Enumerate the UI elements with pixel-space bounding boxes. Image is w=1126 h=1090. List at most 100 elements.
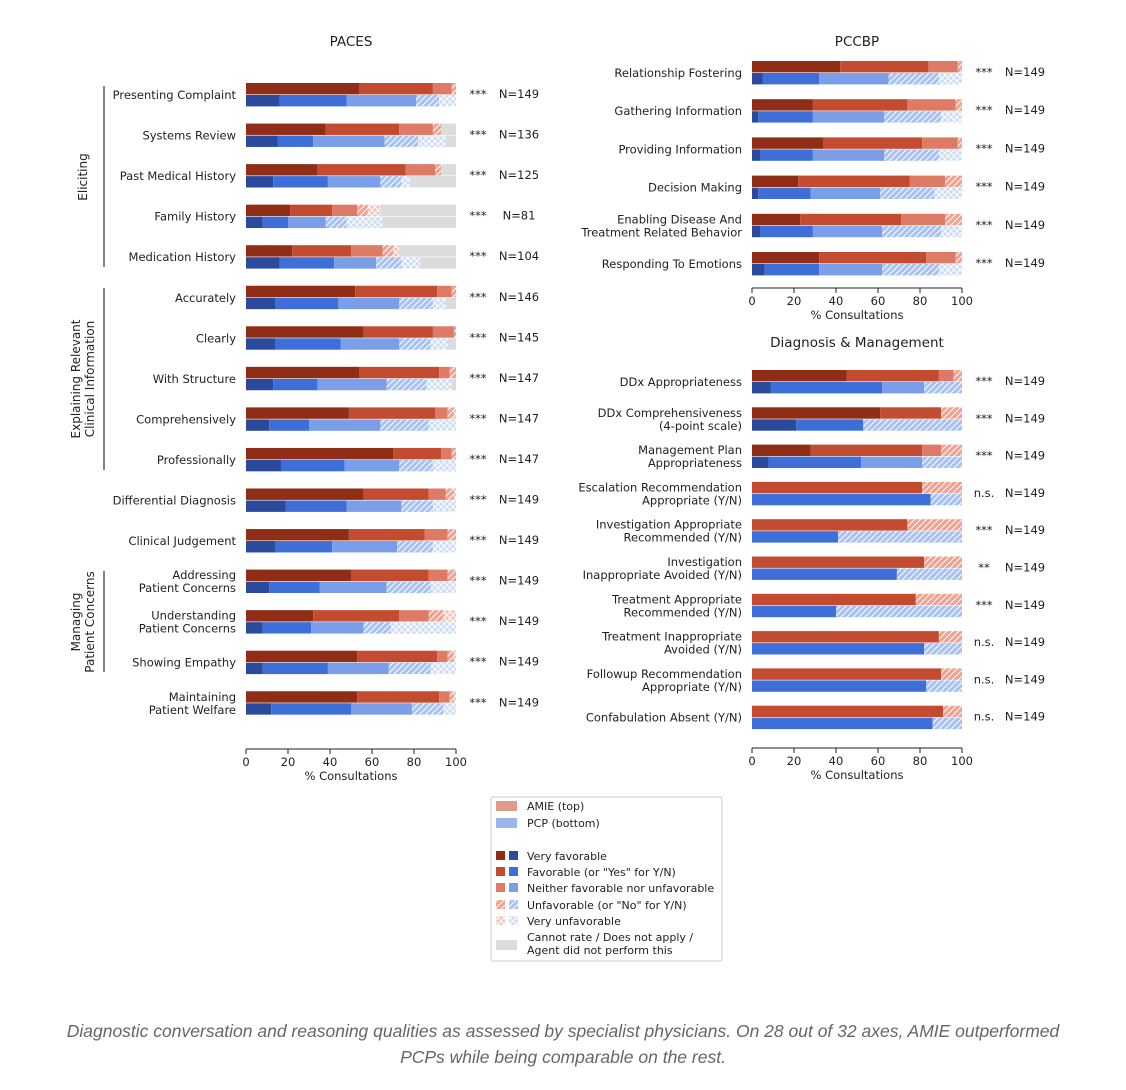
paces-n-2: N=125 bbox=[499, 168, 539, 182]
dm-sig-5: ** bbox=[978, 561, 990, 575]
paces-sig-5: *** bbox=[469, 290, 487, 304]
paces-bar-pcp-1-1 bbox=[277, 135, 314, 147]
dm-tick-label-2: 40 bbox=[829, 754, 844, 768]
dm-row-label-2-0: Management Plan bbox=[638, 443, 742, 457]
paces-bar-amie-14-3 bbox=[447, 650, 454, 663]
dm-row-label-5-0: Investigation bbox=[667, 555, 742, 569]
pccbp-n-5: N=149 bbox=[1005, 256, 1045, 270]
pccbp-bar-amie-0-1 bbox=[840, 61, 929, 73]
paces-n-9: N=147 bbox=[499, 452, 539, 466]
dm-bar-amie-3-1 bbox=[752, 481, 923, 494]
paces-bar-pcp-3-4 bbox=[346, 216, 383, 229]
dm-n-5: N=149 bbox=[1005, 561, 1045, 575]
dm-tick-label-3: 60 bbox=[871, 754, 886, 768]
pccbp-title: PCCBP bbox=[835, 34, 879, 50]
dm-bar-amie-7-1 bbox=[752, 631, 939, 643]
pccbp-tick-label-3: 60 bbox=[871, 294, 886, 308]
pccbp-n-0: N=149 bbox=[1005, 65, 1045, 79]
legend-very-unfav-pcp bbox=[509, 916, 518, 925]
paces-bar-amie-3-0 bbox=[246, 204, 291, 217]
pccbp-sig-0: *** bbox=[975, 65, 993, 79]
paces-plot: Presenting Complaint *** N=149 Systems Revi… bbox=[113, 83, 539, 783]
paces-bar-amie-0-2 bbox=[432, 83, 452, 95]
paces-bar-amie-7-2 bbox=[439, 366, 450, 379]
dm-bar-pcp-6-3 bbox=[836, 605, 962, 618]
dm-bar-pcp-1-3 bbox=[863, 419, 962, 431]
dm-n-3: N=149 bbox=[1005, 486, 1045, 500]
paces-bar-pcp-5-5 bbox=[445, 297, 456, 310]
pccbp-bar-pcp-1-0 bbox=[752, 111, 759, 123]
pccbp-bar-amie-5-3 bbox=[955, 252, 962, 264]
paces-bar-amie-14-4 bbox=[453, 650, 456, 663]
paces-bar-amie-5-0 bbox=[246, 285, 356, 298]
dm-bar-amie-0-1 bbox=[846, 370, 939, 382]
paces-bar-pcp-7-0 bbox=[246, 378, 274, 391]
dm-bar-amie-0-3 bbox=[953, 370, 962, 382]
paces-bar-amie-5-1 bbox=[355, 285, 438, 298]
paces-bar-pcp-8-2 bbox=[309, 419, 381, 431]
pccbp-bar-pcp-2-2 bbox=[812, 149, 885, 161]
paces-bar-amie-12-1 bbox=[351, 569, 429, 581]
paces-bar-pcp-3-2 bbox=[288, 216, 326, 229]
paces-bar-amie-6-2 bbox=[432, 326, 454, 338]
group-managing-label-1: Managing bbox=[69, 593, 83, 652]
pccbp-sig-5: *** bbox=[975, 256, 993, 270]
dm-title: Diagnosis & Management bbox=[770, 335, 944, 351]
pccbp-bar-amie-2-2 bbox=[922, 137, 958, 149]
pccbp-bar-amie-4-1 bbox=[800, 213, 902, 226]
paces-sig-6: *** bbox=[469, 330, 487, 344]
paces-bar-pcp-14-3 bbox=[388, 662, 431, 675]
paces-sig-9: *** bbox=[469, 452, 487, 466]
dm-sig-7: n.s. bbox=[974, 635, 995, 649]
paces-bar-amie-15-2 bbox=[439, 691, 450, 703]
dm-n-2: N=149 bbox=[1005, 449, 1045, 463]
paces-bar-amie-11-1 bbox=[348, 529, 425, 541]
dm-tick-label-0: 0 bbox=[748, 754, 755, 768]
paces-sig-11: *** bbox=[469, 533, 487, 547]
paces-n-3: N=81 bbox=[503, 209, 536, 223]
dm-row-label-6-1: Recommended (Y/N) bbox=[624, 605, 742, 619]
paces-bar-pcp-3-0 bbox=[246, 216, 263, 229]
paces-bar-pcp-3-5 bbox=[382, 216, 456, 229]
paces-bar-amie-3-2 bbox=[332, 204, 358, 217]
paces-bar-pcp-14-0 bbox=[246, 662, 263, 675]
pccbp-bar-pcp-2-0 bbox=[752, 149, 761, 161]
legend-na-swatch bbox=[496, 940, 517, 950]
paces-row-label-12-0: Addressing bbox=[172, 568, 236, 582]
paces-bar-pcp-2-5 bbox=[409, 176, 456, 188]
dm-row-label-3-1: Appropriate (Y/N) bbox=[642, 493, 742, 507]
paces-bar-amie-1-1 bbox=[325, 123, 400, 135]
paces-bar-pcp-4-3 bbox=[376, 257, 402, 269]
paces-bar-amie-4-3 bbox=[382, 245, 393, 257]
paces-bar-amie-1-3 bbox=[432, 123, 442, 135]
dm-bar-amie-2-3 bbox=[941, 444, 962, 456]
dm-row-label-2-1: Appropriateness bbox=[648, 456, 742, 470]
pccbp-bar-amie-2-3 bbox=[957, 137, 962, 149]
pccbp-sig-1: *** bbox=[975, 103, 993, 117]
paces-bar-pcp-10-4 bbox=[432, 500, 456, 512]
pccbp-n-2: N=149 bbox=[1005, 141, 1045, 155]
paces-bar-amie-3-4 bbox=[367, 204, 381, 217]
paces-bar-amie-8-1 bbox=[348, 407, 435, 419]
paces-bar-pcp-14-2 bbox=[327, 662, 389, 675]
legend-fav-pcp bbox=[509, 867, 518, 876]
paces-bar-pcp-10-0 bbox=[246, 500, 286, 512]
dm-row-label-9: Confabulation Absent (Y/N) bbox=[586, 711, 742, 725]
legend-neither: Neither favorable nor unfavorable bbox=[527, 882, 714, 895]
pccbp-bar-amie-5-0 bbox=[752, 252, 820, 264]
paces-bar-pcp-4-4 bbox=[401, 257, 421, 269]
paces-bar-amie-15-3 bbox=[449, 691, 454, 703]
dm-row-label-4-0: Investigation Appropriate bbox=[596, 518, 742, 532]
paces-bar-pcp-2-2 bbox=[327, 176, 381, 188]
paces-bar-amie-2-1 bbox=[317, 164, 406, 176]
paces-bar-pcp-9-4 bbox=[432, 459, 456, 472]
paces-bar-pcp-7-5 bbox=[451, 378, 456, 391]
dm-bar-amie-1-1 bbox=[880, 407, 941, 419]
paces-sig-7: *** bbox=[469, 371, 487, 385]
dm-bar-pcp-6-1 bbox=[752, 605, 836, 618]
paces-bar-pcp-2-1 bbox=[273, 176, 328, 188]
paces-bar-pcp-9-3 bbox=[399, 459, 433, 472]
paces-bar-pcp-5-3 bbox=[399, 297, 433, 310]
paces-bar-pcp-5-2 bbox=[338, 297, 400, 310]
paces-bar-amie-12-3 bbox=[447, 569, 456, 581]
